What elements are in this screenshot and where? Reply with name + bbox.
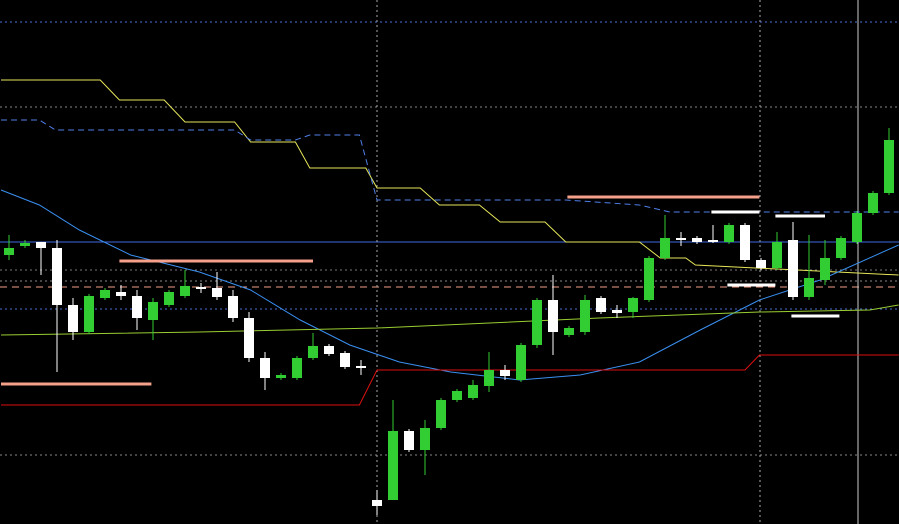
candle-body <box>180 286 190 296</box>
candle-body <box>564 328 574 335</box>
candle-body <box>740 225 750 260</box>
candle-body <box>420 428 430 450</box>
candle-body <box>836 238 846 258</box>
candle-body <box>4 248 14 255</box>
candle-body <box>660 238 670 258</box>
indicator-line <box>0 304 899 336</box>
candle-body <box>212 288 222 297</box>
candle-body <box>324 346 334 354</box>
candle-body <box>612 310 622 313</box>
candle-body <box>404 431 414 450</box>
candle-body <box>388 431 398 500</box>
candle-body <box>548 300 558 332</box>
candle-body <box>436 400 446 428</box>
candle-body <box>852 213 862 242</box>
indicator-line <box>1 79 899 276</box>
candle-body <box>68 305 78 332</box>
candle-body <box>164 292 174 305</box>
candle-body <box>884 140 894 193</box>
candle-body <box>308 346 318 358</box>
candle-body <box>260 358 270 378</box>
candle-body <box>516 345 526 380</box>
candle-body <box>868 193 878 213</box>
candle-body <box>340 353 350 367</box>
candle-body <box>724 225 734 242</box>
candle-body <box>372 500 382 506</box>
candle-body <box>788 240 798 297</box>
candle-body <box>500 370 510 376</box>
candle-body <box>708 240 718 242</box>
candle-body <box>692 238 702 242</box>
candle-body <box>756 260 766 268</box>
candle-body <box>148 302 158 320</box>
candle-body <box>644 258 654 300</box>
candle-body <box>532 300 542 345</box>
candle-body <box>820 258 830 280</box>
candle-body <box>772 242 782 268</box>
candle-body <box>580 300 590 332</box>
candle-body <box>228 296 238 318</box>
candle-body <box>116 292 126 296</box>
candle-body <box>804 278 814 297</box>
candle-body <box>356 366 366 368</box>
candle-body <box>132 296 142 318</box>
candle-body <box>292 358 302 378</box>
candle-body <box>84 296 94 332</box>
candle-body <box>468 385 478 398</box>
candle-body <box>452 391 462 400</box>
candle-body <box>20 243 30 246</box>
candle-body <box>484 370 494 386</box>
indicator-line <box>1 354 899 406</box>
indicator-line <box>1 119 899 213</box>
candle-body <box>36 242 46 248</box>
candle-body <box>628 298 638 312</box>
candle-body <box>596 298 606 312</box>
candle-body <box>244 318 254 358</box>
candle-body <box>676 238 686 240</box>
indicator-line <box>0 189 899 381</box>
candle-body <box>196 287 206 289</box>
candle-body <box>100 290 110 298</box>
candle-body <box>276 375 286 378</box>
candle-body <box>52 248 62 305</box>
